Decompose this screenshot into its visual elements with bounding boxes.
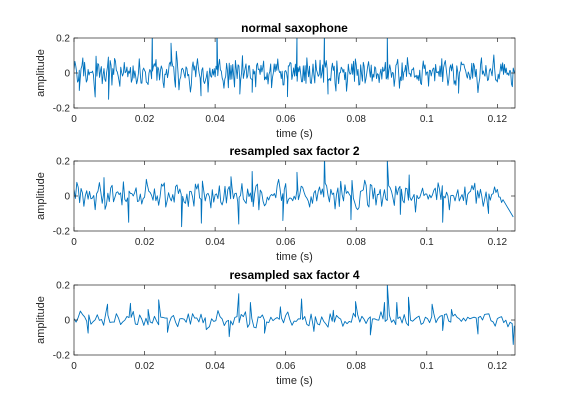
x-tick-label: 0 — [71, 361, 77, 372]
x-tick-label: 0.06 — [276, 361, 296, 372]
y-tick-label: -0.2 — [53, 104, 71, 115]
signal-line — [74, 285, 515, 345]
signal-line — [74, 38, 515, 100]
y-tick-label: 0 — [64, 69, 70, 80]
subplot-title: resampled sax factor 4 — [229, 268, 359, 282]
y-tick-label: 0.2 — [56, 157, 70, 168]
x-tick-label: 0.02 — [135, 114, 155, 125]
y-axis-label: amplitude — [35, 49, 47, 97]
x-tick-label: 0.04 — [205, 114, 225, 125]
y-tick-label: -0.2 — [53, 351, 71, 362]
plot-area — [74, 285, 515, 355]
x-axis-label: time (s) — [276, 251, 313, 263]
x-tick-label: 0.12 — [488, 237, 508, 248]
signal-line — [74, 161, 514, 228]
x-tick-label: 0.12 — [488, 114, 508, 125]
x-tick-label: 0 — [71, 237, 77, 248]
x-tick-label: 0.06 — [276, 114, 296, 125]
y-tick-label: 0.2 — [56, 281, 70, 292]
y-axis-label: amplitude — [35, 172, 47, 220]
subplot-title: normal saxophone — [241, 21, 348, 35]
x-tick-label: 0.08 — [347, 237, 367, 248]
x-tick-label: 0.02 — [135, 361, 155, 372]
x-tick-label: 0.1 — [420, 237, 434, 248]
subplot-resampled-sax-factor-4: 0 0.02 0.04 0.06 0.08 0.1 0.12-0.200.2 resampl… — [35, 268, 516, 387]
x-tick-label: 0.1 — [420, 361, 434, 372]
subplot-normal-saxophone: 0 0.02 0.04 0.06 0.08 0.1 0.12-0.200.2 normal … — [35, 21, 516, 140]
x-tick-label: 0.06 — [276, 237, 296, 248]
subplot-resampled-sax-factor-2: 0 0.02 0.04 0.06 0.08 0.1 0.12-0.200.2 resampl… — [35, 144, 516, 263]
x-tick-label: 0.08 — [347, 114, 367, 125]
y-tick-label: -0.2 — [53, 227, 71, 238]
y-tick-label: 0 — [64, 192, 70, 203]
x-tick-label: 0.04 — [205, 237, 225, 248]
y-tick-label: 0.2 — [56, 34, 70, 45]
x-tick-label: 0.1 — [420, 114, 434, 125]
subplot-title: resampled sax factor 2 — [229, 144, 359, 158]
x-axis-label: time (s) — [276, 375, 313, 387]
y-tick-label: 0 — [64, 316, 70, 327]
x-tick-label: 0 — [71, 114, 77, 125]
x-tick-label: 0.02 — [135, 237, 155, 248]
x-tick-label: 0.08 — [347, 361, 367, 372]
x-axis-label: time (s) — [276, 128, 313, 140]
x-tick-label: 0.12 — [488, 361, 508, 372]
x-tick-label: 0.04 — [205, 361, 225, 372]
y-axis-label: amplitude — [35, 296, 47, 344]
